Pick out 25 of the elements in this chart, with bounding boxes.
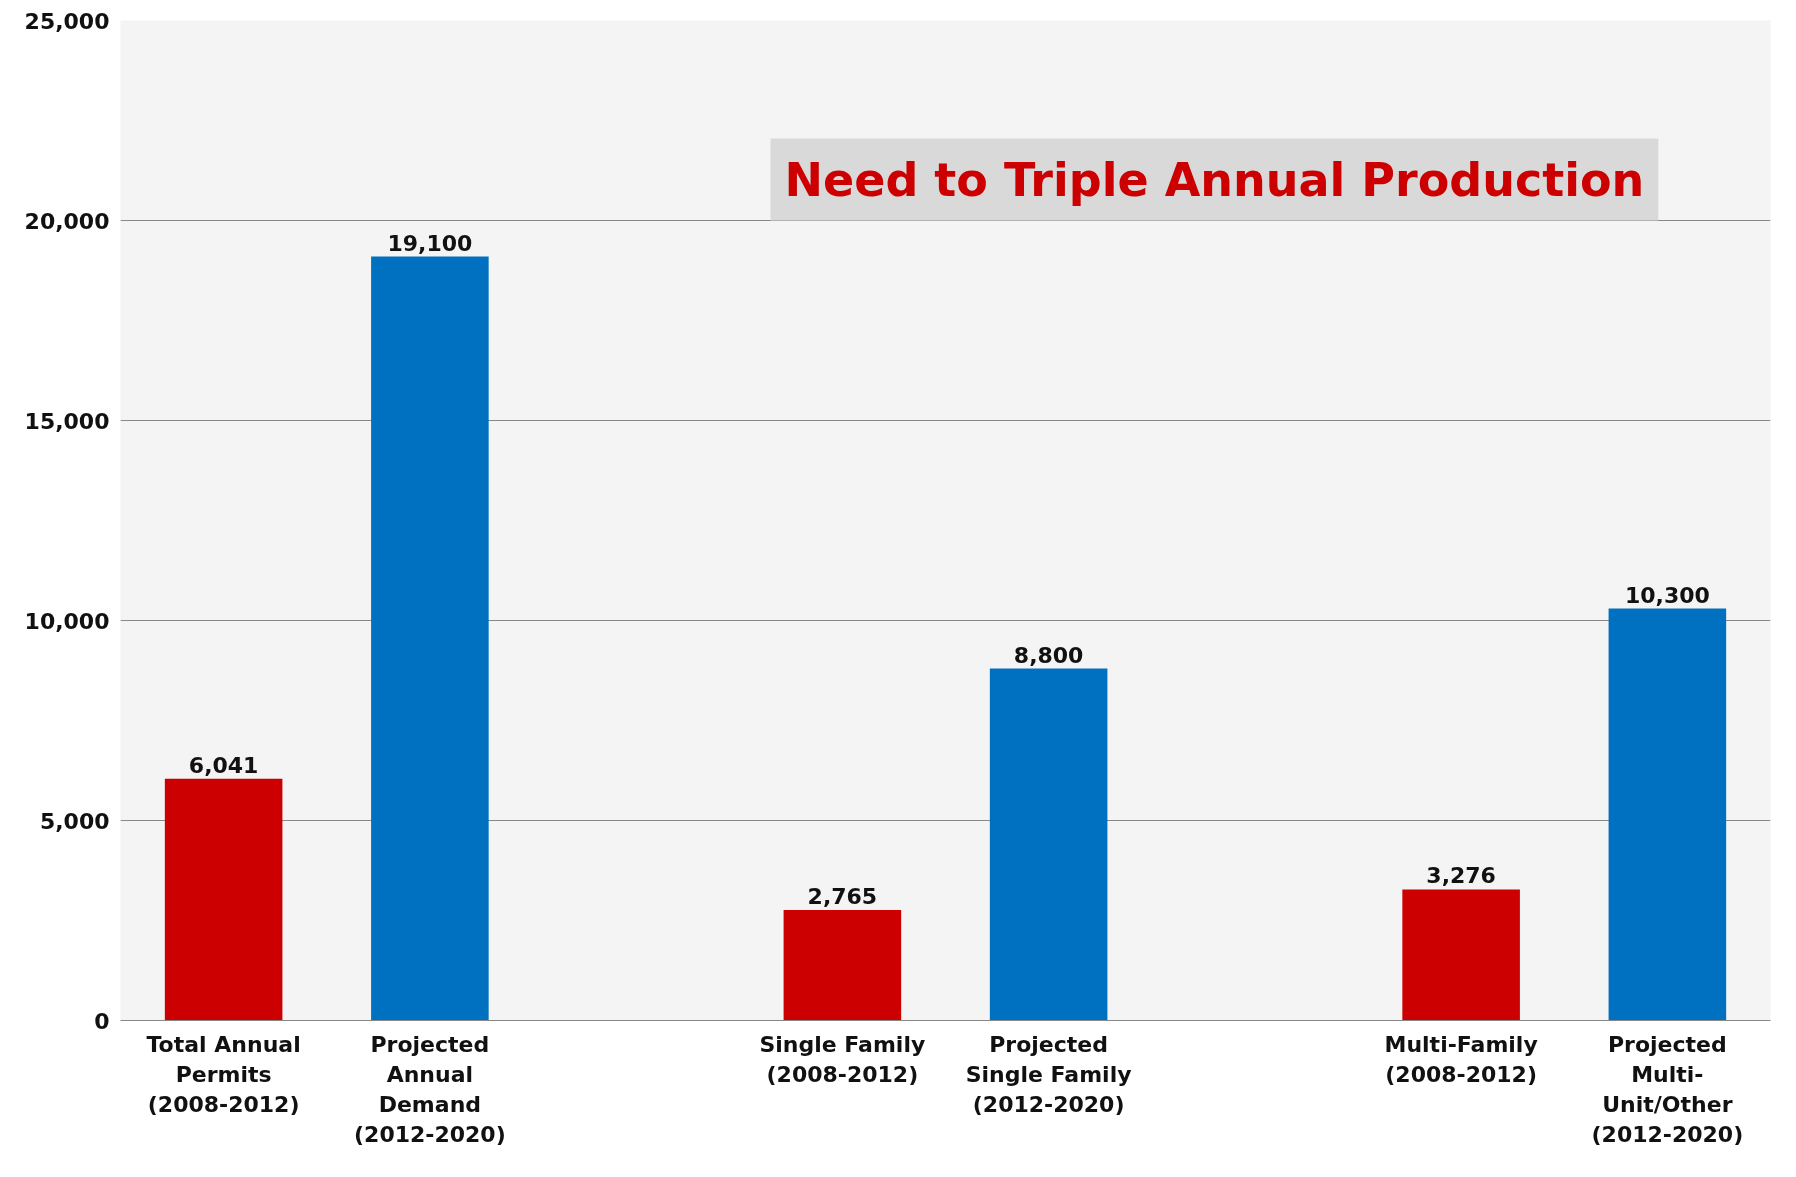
x-tick-label: Projected Annual Demand (2012-2020): [354, 1031, 506, 1147]
annotation: Need to Triple Annual Production: [784, 152, 1645, 207]
y-tick-label: 15,000: [24, 408, 110, 434]
bar: [371, 256, 489, 1021]
bar: [783, 909, 902, 1021]
bar: [989, 668, 1108, 1021]
y-tick-label: 0: [94, 1008, 110, 1034]
x-tick-label: Projected Multi- Unit/Other (2012-2020): [1591, 1031, 1744, 1147]
data-label: 3,276: [1426, 863, 1496, 889]
data-label: 6,041: [188, 752, 259, 778]
y-tick-label: 25,000: [24, 8, 110, 34]
bar: [1402, 889, 1520, 1021]
x-tick-label: Total Annual Permits (2008-2012): [146, 1031, 301, 1117]
data-label: 2,765: [807, 883, 878, 909]
y-tick-label: 10,000: [24, 608, 110, 634]
y-tick-label: 20,000: [24, 208, 110, 234]
x-tick-label: Projected Single Family (2012-2020): [965, 1031, 1132, 1117]
data-label: 19,100: [387, 230, 473, 256]
x-tick-label: Single Family (2008-2012): [759, 1031, 926, 1087]
y-tick-label: 5,000: [39, 808, 110, 834]
bar: [1608, 608, 1727, 1021]
data-label: 10,300: [1624, 582, 1710, 608]
data-label: 8,800: [1013, 642, 1084, 668]
x-tick-label: Multi-Family (2008-2012): [1384, 1031, 1538, 1087]
bar: [164, 778, 283, 1021]
